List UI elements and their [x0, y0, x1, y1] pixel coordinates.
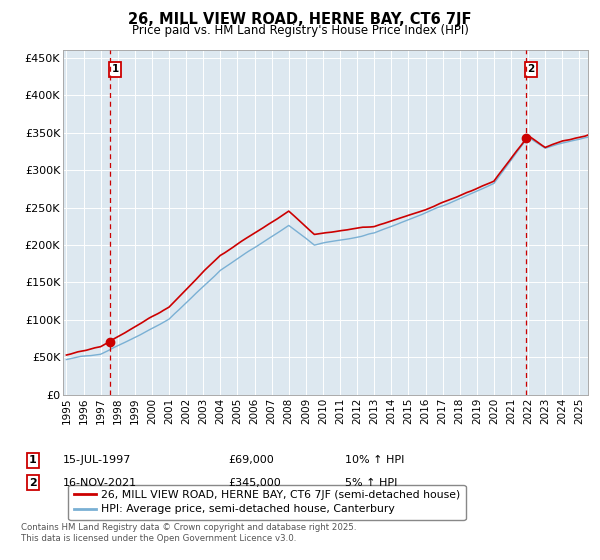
- Text: 16-NOV-2021: 16-NOV-2021: [63, 478, 137, 488]
- Text: 1: 1: [29, 455, 37, 465]
- Text: £69,000: £69,000: [228, 455, 274, 465]
- Text: Price paid vs. HM Land Registry's House Price Index (HPI): Price paid vs. HM Land Registry's House …: [131, 24, 469, 37]
- Text: 2: 2: [527, 64, 535, 74]
- Text: 26, MILL VIEW ROAD, HERNE BAY, CT6 7JF: 26, MILL VIEW ROAD, HERNE BAY, CT6 7JF: [128, 12, 472, 27]
- Legend: 26, MILL VIEW ROAD, HERNE BAY, CT6 7JF (semi-detached house), HPI: Average price: 26, MILL VIEW ROAD, HERNE BAY, CT6 7JF (…: [68, 484, 466, 520]
- Text: Contains HM Land Registry data © Crown copyright and database right 2025.
This d: Contains HM Land Registry data © Crown c…: [21, 524, 356, 543]
- Text: 10% ↑ HPI: 10% ↑ HPI: [345, 455, 404, 465]
- Text: 5% ↑ HPI: 5% ↑ HPI: [345, 478, 397, 488]
- Text: £345,000: £345,000: [228, 478, 281, 488]
- Text: 1: 1: [112, 64, 119, 74]
- Text: 15-JUL-1997: 15-JUL-1997: [63, 455, 131, 465]
- Text: 2: 2: [29, 478, 37, 488]
